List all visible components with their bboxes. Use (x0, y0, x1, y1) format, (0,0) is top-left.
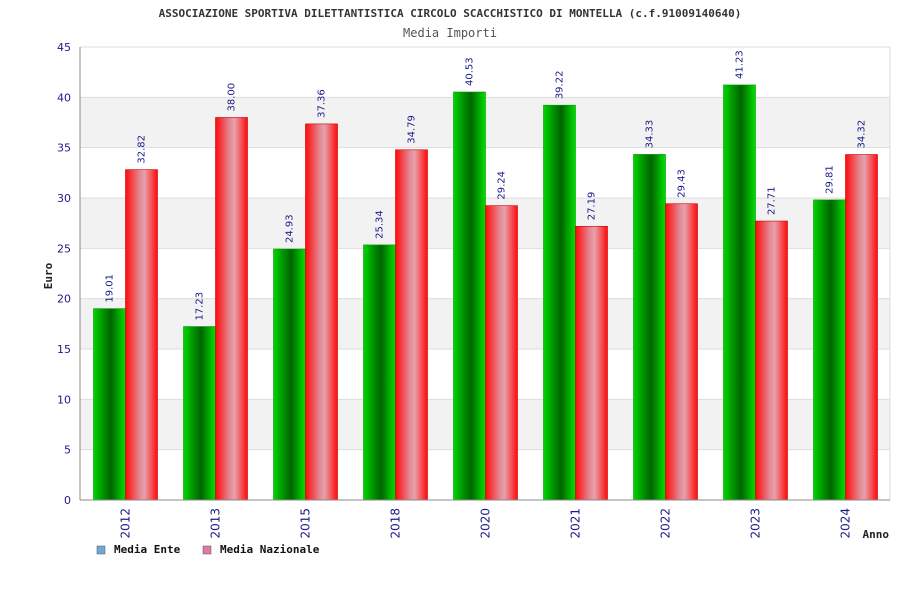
data-label: 34.79 (407, 115, 418, 144)
x-axis-title: Anno (863, 528, 890, 541)
data-label: 24.93 (285, 214, 296, 243)
bar-media-ente (363, 244, 396, 501)
x-tick-label: 2023 (749, 508, 763, 539)
plot-band (80, 47, 890, 98)
y-tick-label: 5 (64, 444, 71, 457)
y-tick-label: 40 (57, 91, 71, 104)
legend-swatch-media-nazionale (202, 545, 212, 555)
bar-media-ente (633, 154, 666, 501)
y-tick-label: 30 (57, 192, 71, 205)
data-label: 39.22 (555, 71, 566, 100)
data-label: 34.33 (645, 120, 656, 149)
data-label: 29.24 (497, 171, 508, 200)
data-label: 27.19 (587, 192, 598, 221)
data-label: 38.00 (227, 83, 238, 112)
x-tick-label: 2013 (209, 508, 223, 539)
legend: Media Ente Media Nazionale (96, 543, 320, 556)
x-tick-label: 2018 (389, 508, 403, 539)
bar-media-nazionale (125, 169, 158, 501)
legend-swatch-media-ente (96, 545, 106, 555)
bar-media-ente (543, 104, 576, 501)
bar-media-nazionale (485, 205, 518, 501)
y-tick-label: 20 (57, 293, 71, 306)
legend-label-media-nazionale: Media Nazionale (220, 543, 320, 556)
x-tick-label: 2024 (839, 508, 853, 539)
bar-media-nazionale (215, 117, 248, 501)
data-label: 29.81 (825, 165, 836, 194)
y-tick-label: 15 (57, 343, 71, 356)
y-axis-ticks: 0 5 10 15 20 25 30 35 40 45 (57, 41, 71, 507)
bar-media-nazionale (305, 123, 338, 501)
data-label: 27.71 (767, 186, 778, 215)
data-label: 19.01 (105, 274, 116, 303)
data-label: 40.53 (465, 57, 476, 86)
x-tick-label: 2020 (479, 508, 493, 539)
data-label: 32.82 (137, 135, 148, 164)
bar-media-ente (273, 248, 306, 501)
y-tick-label: 45 (57, 41, 71, 54)
bar-media-ente (183, 326, 216, 501)
data-label: 29.43 (677, 169, 688, 198)
bar-media-nazionale (665, 203, 698, 501)
data-label: 37.36 (317, 89, 328, 118)
chart-title: ASSOCIAZIONE SPORTIVA DILETTANTISTICA CI… (159, 7, 742, 20)
bar-media-ente (813, 199, 846, 501)
y-tick-label: 10 (57, 393, 71, 406)
bar-media-ente (93, 308, 126, 501)
bar-media-nazionale (575, 225, 608, 501)
y-tick-label: 0 (64, 494, 71, 507)
bar-media-nazionale (395, 149, 428, 501)
bar-media-nazionale (755, 220, 788, 501)
legend-label-media-ente: Media Ente (114, 543, 181, 556)
y-tick-label: 25 (57, 242, 71, 255)
data-label: 25.34 (375, 210, 386, 239)
bar-media-nazionale (845, 154, 878, 501)
x-tick-label: 2012 (119, 508, 133, 539)
chart-subtitle: Media Importi (403, 26, 497, 40)
x-tick-label: 2021 (569, 508, 583, 539)
data-label: 17.23 (195, 292, 206, 321)
x-axis-ticks: 2012 2013 2015 2018 2020 2021 2022 2023 2024 (119, 508, 853, 539)
x-tick-label: 2022 (659, 508, 673, 539)
bars (93, 84, 878, 501)
data-labels: 19.01 32.82 17.23 38.00 24.93 37.36 25.34 34.79… (105, 50, 868, 320)
x-tick-label: 2015 (299, 508, 313, 539)
y-axis-title: Euro (42, 262, 55, 289)
y-tick-label: 35 (57, 142, 71, 155)
data-label: 41.23 (735, 50, 746, 79)
bar-media-ente (723, 84, 756, 501)
data-label: 34.32 (857, 120, 868, 149)
bar-media-ente (453, 91, 486, 501)
